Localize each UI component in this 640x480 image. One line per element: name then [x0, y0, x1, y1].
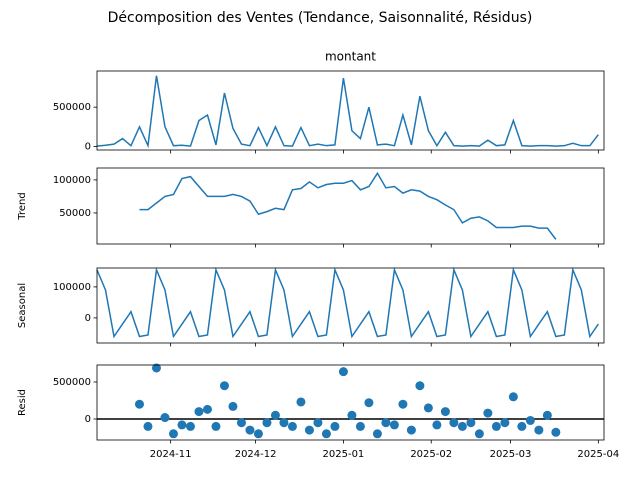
data-point	[551, 427, 561, 437]
data-point	[279, 418, 289, 428]
data-point	[483, 408, 493, 418]
y-tick-label: 100000	[53, 175, 91, 186]
data-point	[287, 421, 297, 431]
y-tick-label: 500000	[53, 377, 91, 388]
data-point	[338, 367, 348, 377]
data-point	[440, 407, 450, 417]
data-point	[202, 404, 212, 414]
data-point	[151, 363, 161, 373]
y-tick-label: 0	[85, 141, 91, 152]
data-point	[160, 413, 170, 423]
data-point	[134, 399, 144, 409]
data-point	[236, 418, 246, 428]
x-tick-label: 2025-03	[490, 449, 532, 460]
data-point	[500, 418, 510, 428]
data-point	[542, 410, 552, 420]
data-point	[270, 410, 280, 420]
y-tick-label: 100000	[53, 282, 91, 293]
data-point	[321, 429, 331, 439]
data-line	[96, 267, 599, 339]
data-point	[466, 418, 476, 428]
data-point	[177, 420, 187, 430]
data-point	[372, 429, 382, 439]
x-tick-label: 2025-04	[577, 449, 619, 460]
data-point	[508, 392, 518, 402]
data-point	[449, 418, 459, 428]
data-point	[304, 425, 314, 435]
data-point	[262, 418, 272, 428]
y-axis-label: Resid	[17, 389, 28, 416]
data-point	[228, 401, 238, 411]
data-point	[534, 425, 544, 435]
data-point	[406, 425, 416, 435]
data-point	[381, 418, 391, 428]
data-point	[389, 420, 399, 430]
data-point	[296, 397, 306, 407]
data-point	[364, 398, 374, 408]
axes-frame	[96, 167, 605, 245]
data-point	[525, 415, 535, 425]
data-point	[168, 429, 178, 439]
data-point	[432, 420, 442, 430]
axes-frame	[96, 364, 605, 441]
data-point	[219, 381, 229, 391]
data-point	[194, 407, 204, 417]
data-point	[347, 410, 357, 420]
data-point	[143, 421, 153, 431]
data-point	[423, 403, 433, 413]
data-point	[474, 429, 484, 439]
data-line	[96, 75, 599, 149]
axes-frame	[96, 267, 605, 344]
data-point	[415, 381, 425, 391]
y-axis-label: Seasonal	[17, 283, 28, 328]
figure-title: Décomposition des Ventes (Tendance, Sais…	[108, 10, 533, 26]
data-point	[355, 421, 365, 431]
y-tick-label: 0	[85, 414, 91, 425]
data-line	[139, 171, 557, 240]
data-point	[245, 425, 255, 435]
y-tick-label: 50000	[59, 208, 91, 219]
x-tick-label: 2025-02	[410, 449, 452, 460]
data-point	[517, 421, 527, 431]
y-axis-label: Trend	[17, 192, 28, 220]
data-point	[313, 418, 323, 428]
data-point	[330, 421, 340, 431]
data-point	[398, 399, 408, 409]
data-point	[211, 421, 221, 431]
data-point	[185, 421, 195, 431]
x-tick-label: 2024-11	[150, 449, 192, 460]
y-tick-label: 0	[85, 313, 91, 324]
y-tick-label: 500000	[53, 102, 91, 113]
data-point	[491, 421, 501, 431]
data-point	[457, 421, 467, 431]
x-tick-label: 2024-12	[235, 449, 277, 460]
axes-frame	[96, 70, 605, 151]
panel-title: montant	[325, 50, 376, 64]
x-tick-label: 2025-01	[323, 449, 365, 460]
data-point	[253, 429, 263, 439]
